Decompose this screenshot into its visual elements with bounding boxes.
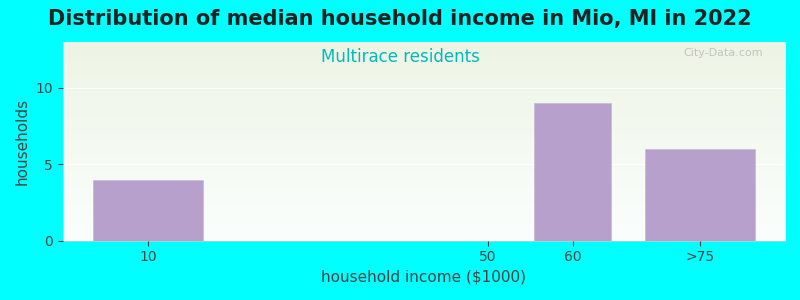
Text: City-Data.com: City-Data.com: [684, 48, 763, 58]
Bar: [645, 149, 755, 241]
Bar: [534, 103, 611, 241]
Y-axis label: households: households: [15, 98, 30, 185]
Bar: [93, 180, 203, 241]
X-axis label: household income ($1000): household income ($1000): [322, 270, 526, 285]
Text: Multirace residents: Multirace residents: [321, 48, 479, 66]
Text: Distribution of median household income in Mio, MI in 2022: Distribution of median household income …: [48, 9, 752, 29]
